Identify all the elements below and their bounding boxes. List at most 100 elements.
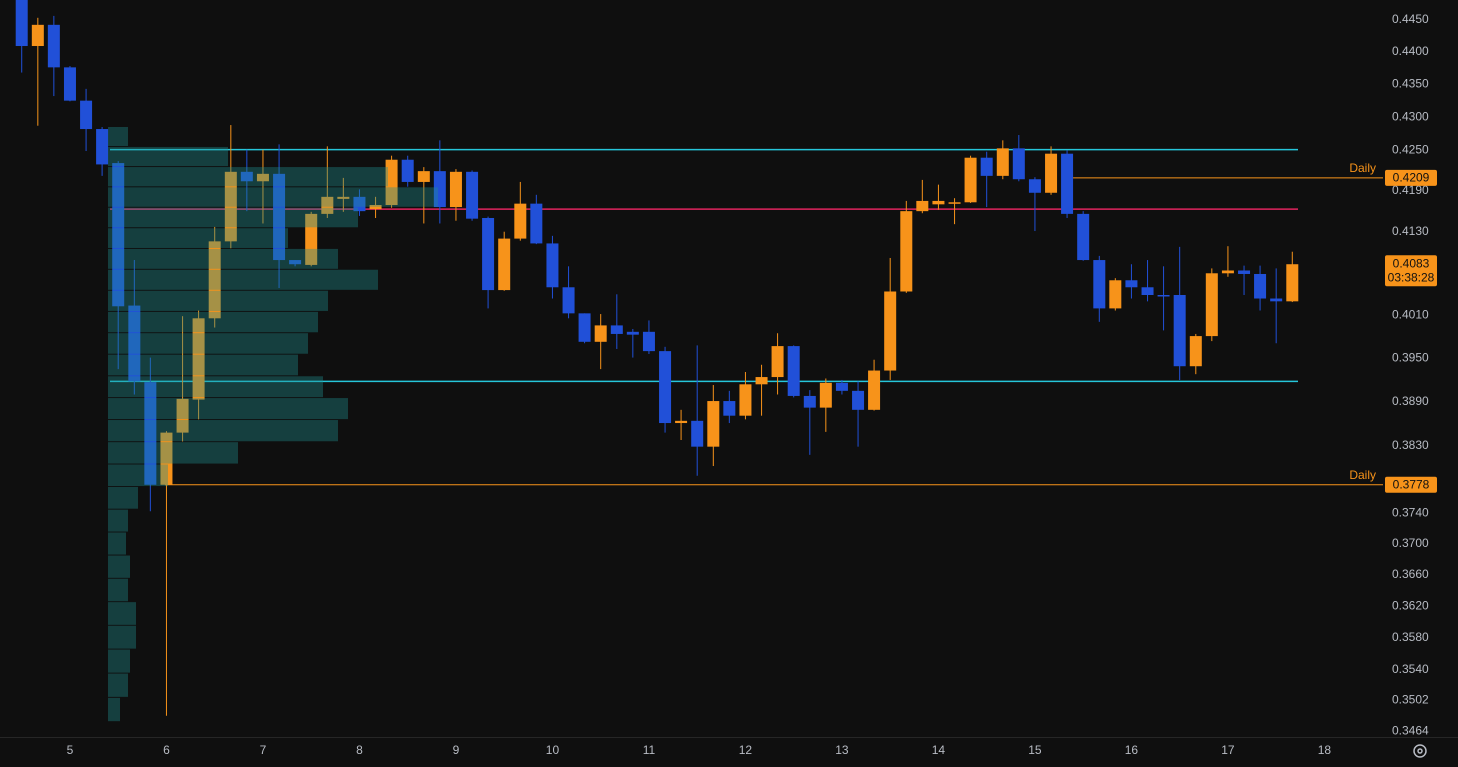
current-price-tag — [1385, 255, 1437, 287]
candle-body — [1205, 273, 1218, 337]
y-tick-label: 0.4130 — [1392, 224, 1429, 238]
candle-body — [1189, 336, 1202, 367]
settings-icon[interactable] — [1413, 744, 1427, 758]
candle-body — [1157, 295, 1170, 297]
candle-body — [208, 241, 221, 319]
y-tick-label: 0.3660 — [1392, 567, 1429, 581]
volume-profile-bar — [108, 248, 338, 269]
y-tick-label: 0.3580 — [1392, 630, 1429, 644]
candle-body — [1254, 273, 1267, 299]
candle-body — [321, 196, 334, 214]
candle-body — [610, 325, 623, 334]
candle-body — [224, 171, 237, 242]
candle-body — [948, 202, 961, 204]
candle-body — [1061, 153, 1074, 214]
candle-body — [1270, 298, 1283, 302]
candle-body — [1045, 153, 1058, 193]
candle-body — [433, 171, 446, 208]
volume-profile-bar — [108, 649, 130, 673]
y-tick-label: 0.3950 — [1392, 350, 1429, 364]
price-tag-text: 0.4209 — [1393, 171, 1430, 185]
candle-body — [128, 305, 141, 382]
volume-profile-bar — [108, 126, 128, 147]
candle-body — [498, 238, 511, 291]
x-tick-label: 17 — [1221, 743, 1235, 757]
y-tick-label: 0.3540 — [1392, 662, 1429, 676]
candle-body — [353, 196, 366, 212]
volume-profile-bar — [108, 486, 138, 509]
candle-body — [1028, 179, 1041, 193]
candle-body — [707, 401, 720, 447]
y-tick-label: 0.4450 — [1392, 12, 1429, 26]
candle-body — [289, 260, 302, 265]
candle-body — [514, 203, 527, 239]
candle-body — [160, 432, 173, 485]
candle-body — [15, 0, 28, 47]
candle-body — [1221, 270, 1234, 274]
candle-body — [1109, 280, 1122, 309]
x-tick-label: 15 — [1028, 743, 1042, 757]
volume-profile-bar — [108, 420, 338, 442]
candle-body — [192, 318, 205, 400]
daily-label: Daily — [1349, 161, 1376, 175]
candle-body — [63, 67, 76, 101]
gear-hub — [1417, 748, 1423, 754]
volume-profile-bar — [108, 697, 120, 722]
candle-body — [240, 171, 253, 182]
volume-profile-bar — [108, 509, 128, 532]
candle-body — [417, 171, 430, 182]
candle-body — [771, 346, 784, 378]
candle-body — [594, 325, 607, 342]
volume-profile-bar — [108, 442, 238, 464]
x-tick-label: 14 — [932, 743, 946, 757]
candle-body — [787, 346, 800, 396]
y-tick-label: 0.3740 — [1392, 506, 1429, 520]
candle-body — [659, 351, 672, 424]
y-tick-label: 0.4010 — [1392, 308, 1429, 322]
y-tick-label: 0.4190 — [1392, 183, 1429, 197]
price-tag — [1385, 169, 1437, 186]
candle-body — [675, 420, 688, 424]
candle-body — [835, 382, 848, 391]
volume-profile-bar — [108, 207, 358, 228]
gear-ring — [1413, 744, 1427, 758]
candle-body — [546, 243, 559, 288]
candle-body — [691, 420, 704, 447]
current-price-text: 0.4083 — [1393, 256, 1430, 270]
volume-profile-bar — [108, 532, 126, 555]
candle-body — [578, 313, 591, 342]
y-tick-label: 0.4250 — [1392, 143, 1429, 157]
y-tick-label: 0.3502 — [1392, 692, 1429, 706]
candle-body — [449, 171, 462, 208]
volume-profile-bar — [108, 269, 378, 290]
volume-profile-bar — [108, 398, 348, 420]
y-tick-label: 0.3464 — [1392, 723, 1429, 737]
candle-body — [80, 100, 93, 130]
x-tick-label: 7 — [260, 743, 267, 757]
volume-profile-bar — [108, 167, 388, 187]
y-tick-label: 0.4400 — [1392, 44, 1429, 58]
candle-body — [626, 331, 639, 335]
x-tick-label: 18 — [1318, 743, 1332, 757]
candle-body — [755, 377, 768, 385]
candle-body — [1238, 270, 1251, 274]
candle-body — [466, 171, 479, 219]
candle-body — [819, 382, 832, 408]
candle-body — [852, 390, 865, 410]
volume-profile-bar — [108, 464, 168, 487]
candle-body — [530, 203, 543, 244]
volume-profile-bar — [108, 602, 136, 625]
volume-profile-bar — [108, 290, 328, 311]
volume-profile-bar — [108, 354, 298, 376]
candle-body — [1093, 260, 1106, 309]
volume-profile-bar — [108, 578, 128, 602]
candle-body — [964, 157, 977, 203]
x-tick-label: 11 — [643, 743, 656, 757]
candle-body — [112, 163, 125, 307]
price-tag — [1385, 476, 1437, 493]
candle-body — [980, 157, 993, 176]
x-tick-label: 10 — [546, 743, 560, 757]
candle-body — [144, 382, 157, 485]
candle-body — [96, 129, 109, 165]
